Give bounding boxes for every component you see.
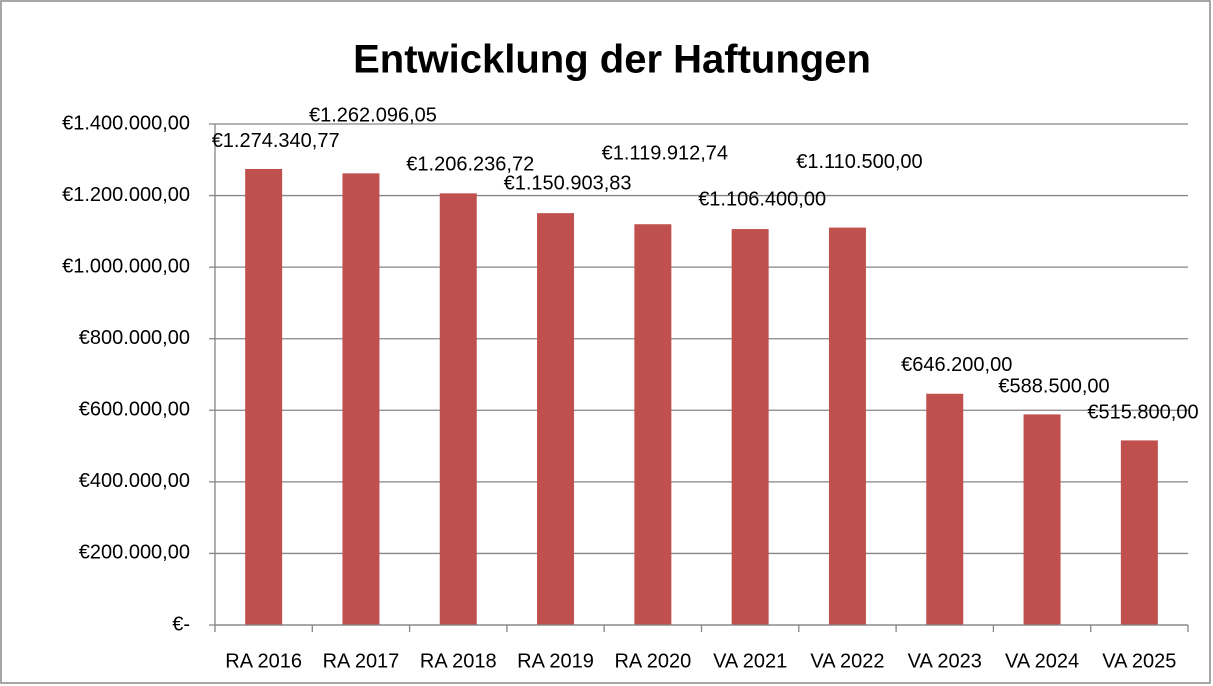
y-tick-label: €400.000,00	[79, 470, 190, 492]
x-tick-label: RA 2018	[420, 650, 497, 672]
value-label: €1.110.500,00	[796, 151, 922, 173]
y-tick-label: €1.000.000,00	[62, 255, 190, 277]
x-tick-label: VA 2023	[908, 650, 982, 672]
bar	[1120, 440, 1158, 625]
x-tick-label: VA 2024	[1005, 650, 1079, 672]
x-tick-label: VA 2025	[1102, 650, 1176, 672]
value-label: €1.274.340,77	[212, 130, 340, 152]
x-tick-label: VA 2021	[713, 650, 787, 672]
y-tick-label: €1.200.000,00	[62, 184, 190, 206]
value-label: €646.200,00	[901, 354, 1012, 376]
y-tick-label: €1.400.000,00	[62, 112, 190, 134]
x-tick-label: RA 2019	[517, 650, 594, 672]
bar	[926, 393, 964, 625]
bar	[1023, 414, 1061, 625]
y-tick-label: €200.000,00	[79, 542, 190, 564]
y-tick-label: €800.000,00	[79, 327, 190, 349]
y-tick-label: €-	[172, 613, 190, 635]
value-label: €1.106.400,00	[698, 188, 826, 210]
x-tick-label: RA 2017	[323, 650, 400, 672]
value-label: €1.150.903,83	[504, 172, 632, 194]
chart-title: Entwicklung der Haftungen	[353, 38, 871, 82]
bar	[245, 168, 283, 625]
bar	[537, 213, 575, 625]
y-tick-label: €600.000,00	[79, 399, 190, 421]
value-label: €588.500,00	[998, 376, 1109, 398]
value-label: €515.800,00	[1087, 402, 1198, 424]
value-label: €1.119.912,74	[602, 143, 728, 165]
x-tick-label: RA 2016	[225, 650, 302, 672]
bar	[731, 229, 769, 625]
x-tick-label: VA 2022	[810, 650, 884, 672]
bar	[342, 173, 380, 625]
bar	[828, 227, 866, 625]
bar	[439, 193, 477, 625]
x-tick-label: RA 2020	[614, 650, 691, 672]
value-label: €1.206.236,72	[406, 154, 534, 176]
bar	[634, 224, 672, 625]
value-label: €1.262.096,05	[309, 105, 437, 127]
